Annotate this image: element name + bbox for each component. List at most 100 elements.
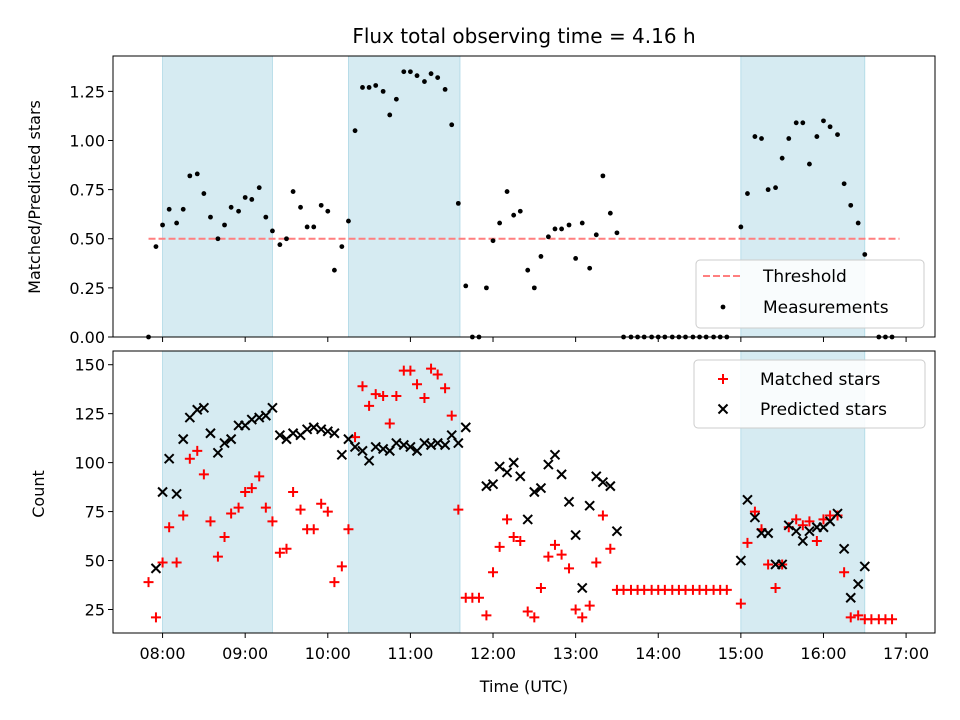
data-point bbox=[811, 535, 822, 546]
data-point bbox=[770, 582, 781, 593]
data-point bbox=[511, 212, 517, 218]
data-point bbox=[839, 567, 850, 578]
data-point bbox=[460, 422, 471, 433]
data-point bbox=[160, 222, 165, 228]
data-point bbox=[776, 559, 788, 570]
data-point bbox=[749, 512, 761, 523]
data-point bbox=[814, 134, 820, 139]
data-point bbox=[515, 471, 526, 482]
data-point bbox=[845, 592, 856, 603]
data-point bbox=[267, 402, 278, 413]
data-point bbox=[545, 234, 551, 240]
data-point bbox=[440, 383, 451, 394]
x-tick-label: 17:00 bbox=[883, 644, 929, 663]
legend-box bbox=[693, 359, 926, 429]
data-point bbox=[735, 598, 746, 609]
data-point bbox=[242, 195, 248, 200]
data-point bbox=[570, 529, 581, 541]
y-tick-label: 100 bbox=[74, 454, 105, 473]
data-point bbox=[859, 561, 870, 572]
data-point bbox=[538, 254, 544, 259]
y-tick-label: 50 bbox=[85, 552, 105, 571]
data-point bbox=[525, 267, 531, 273]
data-point bbox=[373, 83, 379, 88]
data-point bbox=[219, 532, 230, 543]
data-point bbox=[742, 494, 753, 506]
data-point bbox=[378, 391, 389, 402]
y-tick-label: 0.25 bbox=[69, 279, 105, 298]
y-tick-label: 25 bbox=[85, 601, 105, 620]
data-point bbox=[260, 502, 271, 513]
data-point bbox=[387, 112, 393, 118]
data-point bbox=[233, 502, 244, 513]
data-point bbox=[208, 214, 213, 220]
data-point bbox=[793, 120, 799, 126]
data-point bbox=[304, 224, 310, 230]
data-point bbox=[552, 226, 558, 232]
data-point bbox=[198, 402, 210, 413]
data-point bbox=[584, 600, 595, 611]
data-point bbox=[391, 391, 402, 402]
bottom-ylabel: Count bbox=[29, 470, 48, 518]
data-point bbox=[453, 437, 464, 449]
series-predicted-stars bbox=[150, 402, 870, 603]
data-point bbox=[370, 441, 381, 453]
data-point bbox=[225, 433, 237, 445]
data-point bbox=[370, 389, 381, 400]
data-point bbox=[325, 208, 331, 214]
data-point bbox=[157, 557, 168, 568]
data-point bbox=[428, 71, 434, 77]
data-point bbox=[380, 88, 386, 94]
data-point bbox=[765, 187, 771, 193]
data-point bbox=[166, 206, 172, 212]
x-axis-title: Time (UTC) bbox=[479, 677, 568, 696]
data-point bbox=[577, 582, 588, 594]
data-point bbox=[288, 487, 299, 497]
data-point bbox=[597, 477, 609, 488]
data-point bbox=[791, 525, 802, 537]
top-ylabel: Matched/Predicted stars bbox=[25, 100, 44, 294]
data-point bbox=[481, 610, 492, 621]
y-tick-label: 1.00 bbox=[69, 131, 105, 150]
data-point bbox=[502, 514, 513, 525]
series-matched-stars bbox=[143, 363, 898, 625]
data-point bbox=[529, 486, 540, 498]
data-point bbox=[449, 122, 455, 128]
data-point bbox=[153, 244, 159, 250]
data-point bbox=[184, 412, 196, 423]
y-tick-label: 0.75 bbox=[69, 181, 105, 200]
data-point bbox=[797, 520, 808, 531]
data-point bbox=[201, 191, 207, 196]
data-point bbox=[835, 132, 840, 138]
data-point bbox=[256, 185, 262, 191]
data-point bbox=[228, 204, 234, 210]
data-point bbox=[274, 547, 285, 558]
data-point bbox=[591, 557, 602, 568]
data-point bbox=[587, 265, 593, 271]
data-point bbox=[494, 461, 505, 472]
data-point bbox=[336, 561, 347, 572]
data-point bbox=[171, 557, 182, 568]
data-point bbox=[584, 500, 595, 511]
data-point bbox=[352, 128, 358, 134]
x-tick-label: 13:00 bbox=[553, 644, 599, 663]
data-point bbox=[759, 136, 764, 141]
x-tick-label: 09:00 bbox=[222, 644, 268, 663]
data-point bbox=[267, 516, 278, 527]
data-point bbox=[611, 525, 623, 537]
legend: Matched stars Predicted stars bbox=[693, 359, 926, 429]
data-point bbox=[435, 75, 441, 81]
data-point bbox=[212, 551, 223, 562]
shaded-interval bbox=[162, 350, 273, 634]
data-point bbox=[432, 437, 443, 449]
data-point bbox=[543, 551, 554, 562]
x-tick-label: 14:00 bbox=[635, 644, 681, 663]
data-point bbox=[357, 445, 368, 457]
data-point bbox=[848, 202, 854, 208]
data-point bbox=[171, 488, 182, 500]
legend-threshold-label: Threshold bbox=[762, 267, 847, 287]
data-point bbox=[180, 206, 186, 212]
data-point bbox=[488, 567, 499, 578]
data-point bbox=[163, 453, 175, 464]
data-point bbox=[178, 433, 189, 445]
